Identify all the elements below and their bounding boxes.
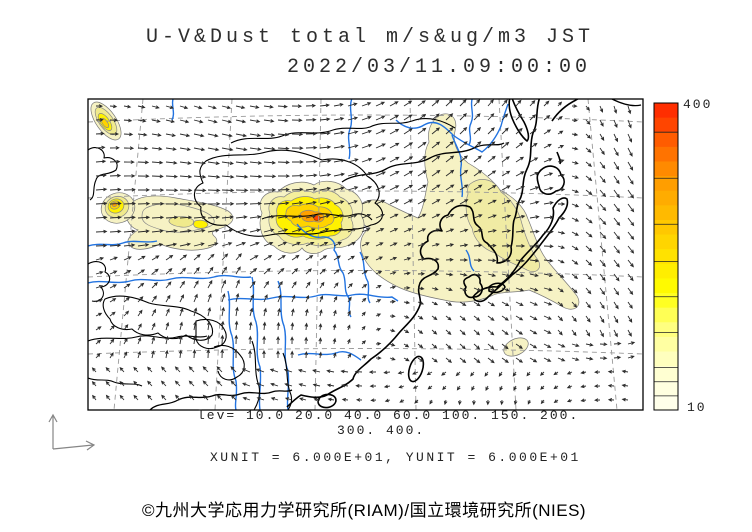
axis-arrows-icon — [48, 413, 96, 451]
unit-info: XUNIT = 6.000E+01, YUNIT = 6.000E+01 — [210, 450, 581, 465]
timestamp: 2022/03/11.09:00:00 — [287, 56, 592, 79]
wind-vectors — [91, 99, 636, 406]
graticule — [88, 99, 643, 410]
page-title: U-V&Dust total m/s&ug/m3 JST — [146, 26, 595, 49]
map-frame — [87, 98, 644, 411]
credit-line: ©九州大学応用力学研究所(RIAM)/国立環境研究所(NIES) — [142, 501, 587, 520]
dust-contours — [90, 101, 580, 357]
contour-levels-line1: lev= 10.0 20.0 40.0 60.0 100. 150. 200. — [197, 408, 580, 423]
colorbar — [653, 102, 679, 411]
coastlines — [88, 99, 642, 410]
contour-levels-line2: 300. 400. — [337, 423, 426, 438]
colorbar-max-label: 400 — [683, 97, 713, 112]
rivers — [88, 99, 509, 410]
colorbar-min-label: 10 — [687, 400, 707, 415]
